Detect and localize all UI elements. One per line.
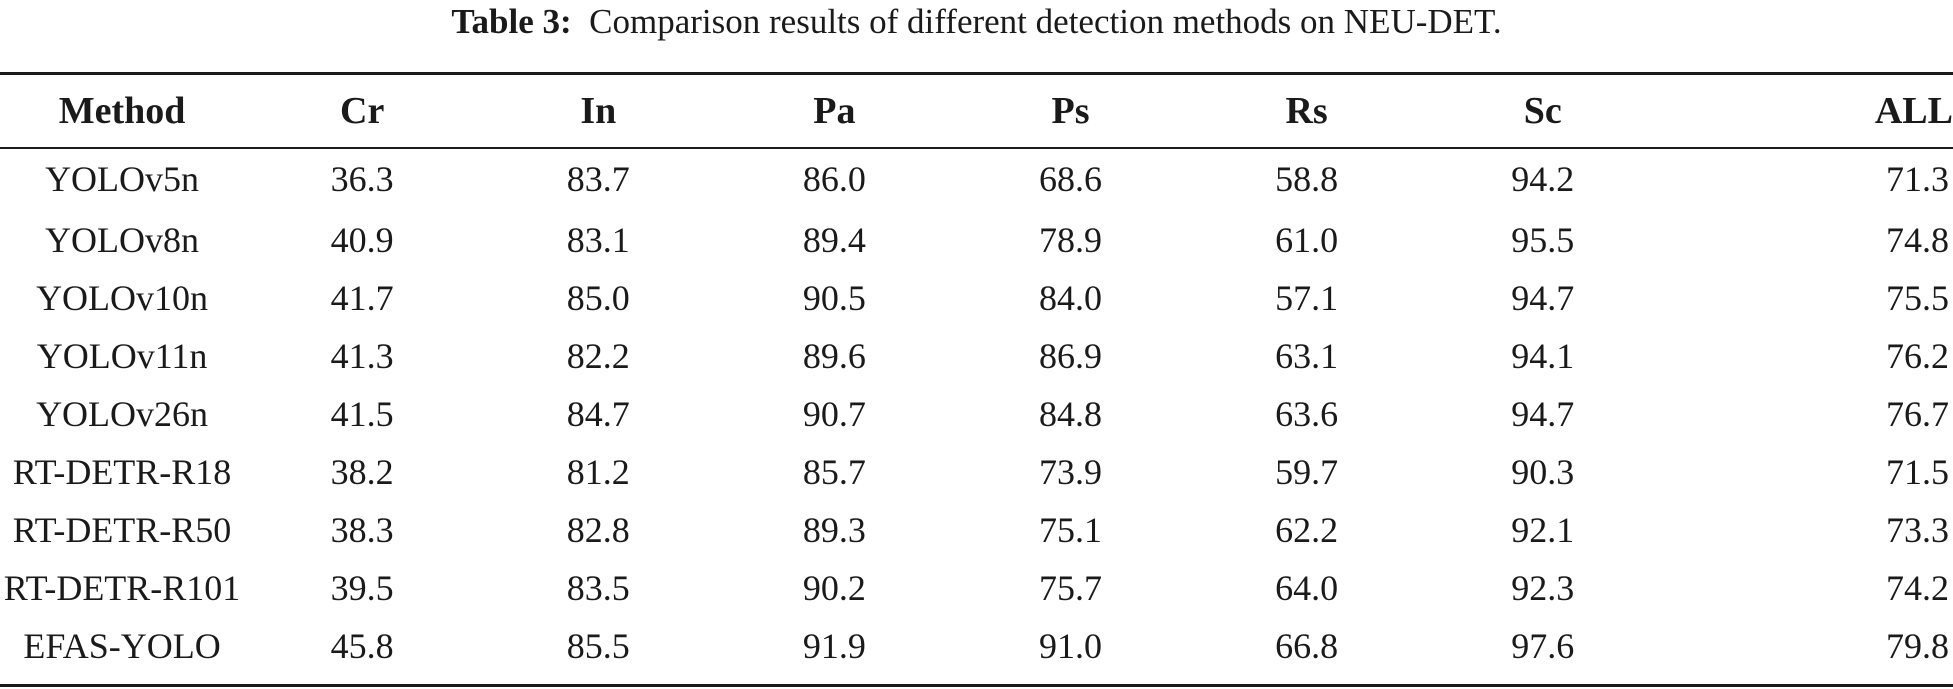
cell-sc: 95.5 xyxy=(1511,220,1575,260)
cell-all: 71.3 xyxy=(1886,159,1949,199)
header-row: Method Cr In Pa Ps Rs Sc ALL xyxy=(0,75,1953,147)
cell-in: 83.5 xyxy=(566,568,630,608)
cell-in: 83.7 xyxy=(566,159,630,199)
table-header: Method Cr In Pa Ps Rs Sc ALL xyxy=(0,75,1953,147)
cell-rs: 58.8 xyxy=(1275,159,1339,199)
table-bottom-rule xyxy=(0,684,1953,687)
cell-pa: 89.3 xyxy=(802,510,866,550)
cell-cr: 39.5 xyxy=(330,568,394,608)
cell-sc: 94.7 xyxy=(1511,278,1575,318)
cell-rs: 63.1 xyxy=(1275,336,1339,376)
cell-all: 76.2 xyxy=(1886,336,1949,376)
cell-cr: 36.3 xyxy=(330,159,394,199)
cell-sc: 92.1 xyxy=(1511,510,1575,550)
table-row: YOLOv11n 41.3 82.2 89.6 86.9 63.1 94.1 76.2 xyxy=(0,327,1953,385)
cell-rs: 59.7 xyxy=(1275,452,1339,492)
table-header-rule xyxy=(0,147,1953,149)
cell-sc: 94.1 xyxy=(1511,336,1575,376)
cell-ps: 68.6 xyxy=(1038,159,1102,199)
table-row: RT-DETR-R18 38.2 81.2 85.7 73.9 59.7 90.3 71.5 xyxy=(0,443,1953,501)
cell-cr: 38.2 xyxy=(330,452,394,492)
cell-pa: 90.2 xyxy=(802,568,866,608)
cell-cr: 38.3 xyxy=(330,510,394,550)
cell-sc: 97.6 xyxy=(1511,626,1575,666)
cell-method: RT-DETR-R18 xyxy=(12,452,232,492)
cell-ps: 84.8 xyxy=(1038,394,1102,434)
header-all: ALL xyxy=(1874,90,1953,132)
cell-method: YOLOv11n xyxy=(36,336,208,376)
cell-rs: 57.1 xyxy=(1275,278,1339,318)
header-cr: Cr xyxy=(340,90,385,132)
cell-pa: 91.9 xyxy=(802,626,866,666)
header-in: In xyxy=(580,90,617,132)
cell-all: 74.2 xyxy=(1886,568,1949,608)
cell-in: 85.0 xyxy=(566,278,630,318)
cell-sc: 92.3 xyxy=(1511,568,1575,608)
table-caption-text: Comparison results of different detectio… xyxy=(589,2,1502,41)
cell-cr: 41.3 xyxy=(330,336,394,376)
table-body: YOLOv5n 36.3 83.7 86.0 68.6 58.8 94.2 71.3 YOLOv… xyxy=(0,147,1953,675)
cell-in: 85.5 xyxy=(566,626,630,666)
cell-pa: 89.4 xyxy=(802,220,866,260)
cell-cr: 41.5 xyxy=(330,394,394,434)
cell-ps: 75.1 xyxy=(1038,510,1102,550)
cell-sc: 94.7 xyxy=(1511,394,1575,434)
cell-method: YOLOv5n xyxy=(45,159,200,199)
cell-in: 81.2 xyxy=(566,452,630,492)
cell-method: RT-DETR-R50 xyxy=(12,510,232,550)
cell-cr: 40.9 xyxy=(330,220,394,260)
cell-ps: 73.9 xyxy=(1038,452,1102,492)
table-caption: Table 3: Comparison results of different… xyxy=(0,0,1953,44)
header-sc: Sc xyxy=(1523,90,1562,132)
cell-rs: 64.0 xyxy=(1275,568,1339,608)
cell-method: RT-DETR-R101 xyxy=(3,568,241,608)
cell-pa: 86.0 xyxy=(802,159,866,199)
cell-rs: 66.8 xyxy=(1275,626,1339,666)
cell-method: YOLOv10n xyxy=(36,278,209,318)
cell-cr: 45.8 xyxy=(330,626,394,666)
table-row: RT-DETR-R101 39.5 83.5 90.2 75.7 64.0 92.3 74.2 xyxy=(0,559,1953,617)
cell-in: 82.8 xyxy=(566,510,630,550)
cell-all: 71.5 xyxy=(1886,452,1949,492)
cell-rs: 61.0 xyxy=(1275,220,1339,260)
table-row: EFAS-YOLO 45.8 85.5 91.9 91.0 66.8 97.6 79.8 xyxy=(0,617,1953,675)
results-table: Method Cr In Pa Ps Rs Sc ALL YOLOv5n 36.3… xyxy=(0,75,1953,675)
cell-method: YOLOv26n xyxy=(36,394,209,434)
cell-in: 83.1 xyxy=(566,220,630,260)
table-row: YOLOv10n 41.7 85.0 90.5 84.0 57.1 94.7 75.5 xyxy=(0,269,1953,327)
cell-ps: 91.0 xyxy=(1038,626,1102,666)
cell-all: 76.7 xyxy=(1886,394,1949,434)
table-row: RT-DETR-R50 38.3 82.8 89.3 75.1 62.2 92.1 73.3 xyxy=(0,501,1953,559)
cell-in: 84.7 xyxy=(566,394,630,434)
cell-ps: 84.0 xyxy=(1038,278,1102,318)
table-row: YOLOv26n 41.5 84.7 90.7 84.8 63.6 94.7 76.7 xyxy=(0,385,1953,443)
table-row: YOLOv5n 36.3 83.7 86.0 68.6 58.8 94.2 71.3 xyxy=(0,147,1953,211)
cell-all: 74.8 xyxy=(1886,220,1949,260)
cell-sc: 90.3 xyxy=(1511,452,1575,492)
cell-rs: 62.2 xyxy=(1275,510,1339,550)
header-rs: Rs xyxy=(1285,90,1328,132)
header-ps: Ps xyxy=(1051,90,1090,132)
cell-method: EFAS-YOLO xyxy=(23,626,221,666)
cell-rs: 63.6 xyxy=(1275,394,1339,434)
cell-all: 73.3 xyxy=(1886,510,1949,550)
header-pa: Pa xyxy=(813,90,856,132)
cell-ps: 78.9 xyxy=(1038,220,1102,260)
table-row: YOLOv8n 40.9 83.1 89.4 78.9 61.0 95.5 74.8 xyxy=(0,211,1953,269)
cell-pa: 90.5 xyxy=(802,278,866,318)
cell-pa: 89.6 xyxy=(802,336,866,376)
table-top-rule xyxy=(0,72,1953,75)
cell-pa: 90.7 xyxy=(802,394,866,434)
cell-pa: 85.7 xyxy=(802,452,866,492)
cell-all: 75.5 xyxy=(1886,278,1949,318)
cell-ps: 86.9 xyxy=(1038,336,1102,376)
table-caption-label: Table 3: xyxy=(451,2,572,41)
cell-sc: 94.2 xyxy=(1511,159,1575,199)
cell-all: 79.8 xyxy=(1886,626,1949,666)
cell-in: 82.2 xyxy=(566,336,630,376)
cell-method: YOLOv8n xyxy=(45,220,200,260)
header-method: Method xyxy=(58,90,186,132)
cell-cr: 41.7 xyxy=(330,278,394,318)
cell-ps: 75.7 xyxy=(1038,568,1102,608)
